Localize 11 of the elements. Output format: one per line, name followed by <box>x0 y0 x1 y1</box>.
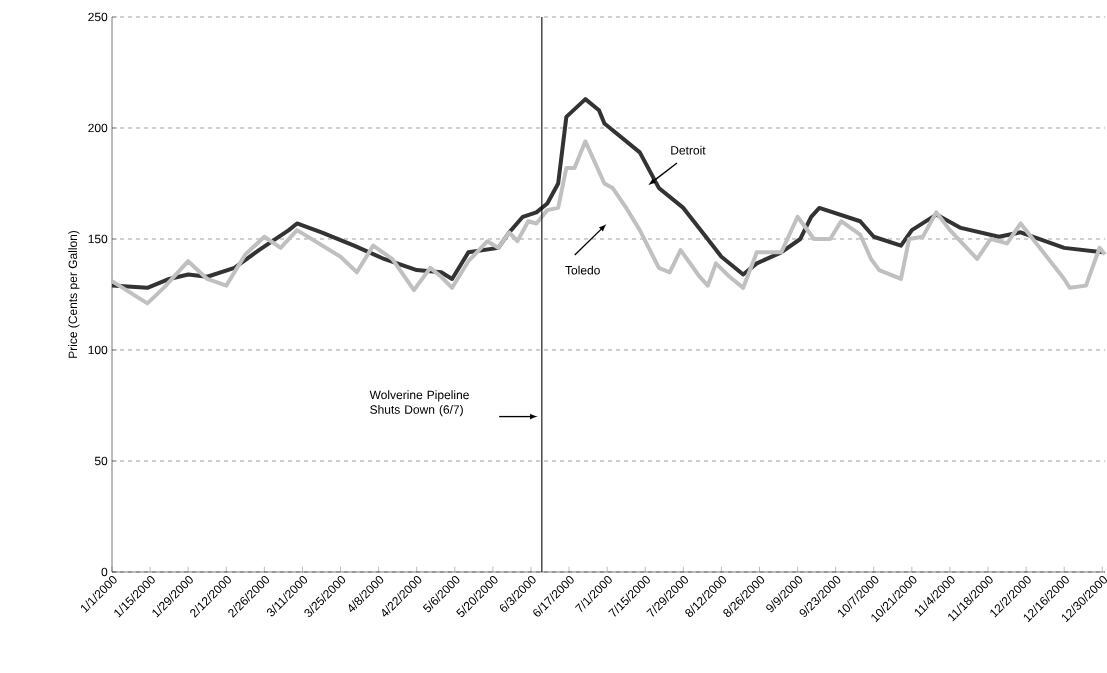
line-series <box>110 139 1107 306</box>
y-axis-title: Price (Cents per Gallon) <box>68 230 80 358</box>
y-tick-label: 50 <box>94 456 108 466</box>
y-tick-label: 200 <box>88 123 108 133</box>
y-tick-label: 100 <box>88 345 108 355</box>
ref-line-label: Wolverine Pipeline Shuts Down (6/7) <box>369 390 469 417</box>
y-tick-label: 250 <box>88 12 108 22</box>
y-tick-label: 0 <box>101 567 108 577</box>
y-tick-label: 150 <box>88 234 108 244</box>
annotation: Detroit <box>671 145 706 155</box>
annotation: Toledo <box>565 265 600 275</box>
